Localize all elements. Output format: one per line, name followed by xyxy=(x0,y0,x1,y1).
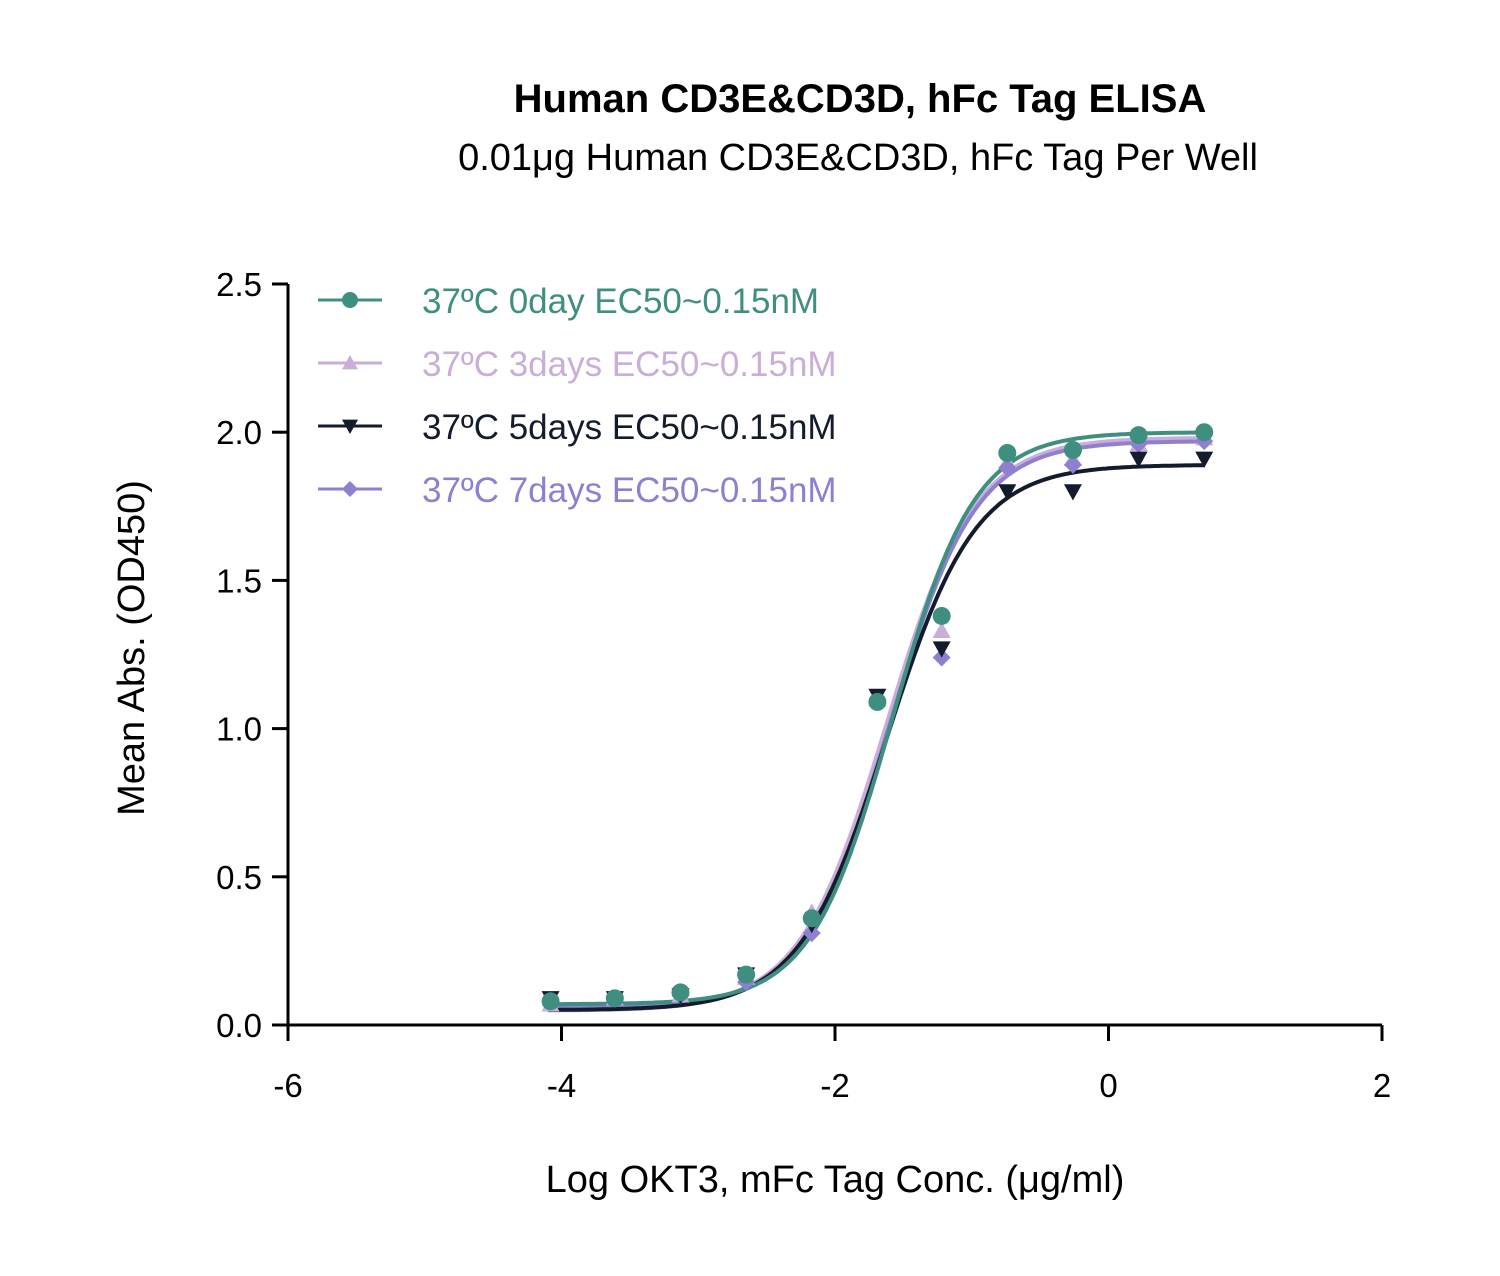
x-tick-label: 0 xyxy=(1099,1067,1117,1104)
y-tick-label: 2.0 xyxy=(216,414,262,451)
circle-marker xyxy=(605,989,624,1008)
legend-label: 37ºC 5days EC50~0.15nM xyxy=(422,408,837,447)
triangle-down-marker xyxy=(1063,484,1082,501)
chart-subtitle: 0.01μg Human CD3E&CD3D, hFc Tag Per Well xyxy=(458,137,1258,179)
circle-marker xyxy=(932,606,951,625)
x-tick-label: -6 xyxy=(273,1067,302,1104)
diamond-marker xyxy=(1063,455,1082,474)
fit-curve-2 xyxy=(547,463,1205,1012)
triangle-down-marker xyxy=(1195,451,1214,468)
y-tick-label: 0.5 xyxy=(216,859,262,896)
circle-marker xyxy=(671,983,690,1002)
circle-marker xyxy=(737,965,756,984)
circle-marker xyxy=(1195,423,1214,442)
y-tick-label: 1.5 xyxy=(216,562,262,599)
circle-marker xyxy=(868,692,887,711)
x-axis-label: Log OKT3, mFc Tag Conc. (μg/ml) xyxy=(546,1159,1125,1201)
circle-marker xyxy=(998,443,1017,462)
x-tick-label: -2 xyxy=(820,1067,849,1104)
x-tick-label: -4 xyxy=(547,1067,576,1104)
legend-label: 37ºC 3days EC50~0.15nM xyxy=(422,345,837,384)
circle-marker xyxy=(342,292,358,308)
triangle-up-marker xyxy=(932,621,951,638)
y-tick-label: 0.0 xyxy=(216,1007,262,1044)
legend-label: 37ºC 0day EC50~0.15nM xyxy=(422,282,819,321)
circle-marker xyxy=(802,909,821,928)
data-points xyxy=(541,423,1214,1012)
circle-marker xyxy=(1129,426,1148,445)
y-tick-label: 1.0 xyxy=(216,711,262,748)
diamond-marker xyxy=(998,458,1017,477)
diamond-marker xyxy=(342,481,358,497)
fit-curve-3 xyxy=(547,439,1205,1009)
fit-curve-0 xyxy=(547,430,1205,1007)
triangle-down-marker xyxy=(932,641,951,658)
legend: 37ºC 0day EC50~0.15nM 37ºC 3days EC50~0.1… xyxy=(318,282,837,510)
x-tick-label: 2 xyxy=(1373,1067,1391,1104)
fit-curve-1 xyxy=(547,436,1205,1013)
triangle-down-marker xyxy=(998,484,1017,501)
y-tick-label: 2.5 xyxy=(216,266,262,303)
circle-marker xyxy=(1063,440,1082,459)
legend-label: 37ºC 7days EC50~0.15nM xyxy=(422,471,837,510)
axes: -6 -4 -2 0 2 0.0 0.5 1.0 1.5 2.0 2.5 xyxy=(216,266,1391,1104)
triangle-down-marker xyxy=(342,419,358,434)
y-axis-label: Mean Abs. (OD450) xyxy=(111,480,153,816)
triangle-down-marker xyxy=(1129,451,1148,468)
triangle-up-marker xyxy=(342,355,358,370)
fit-curves xyxy=(547,430,1205,1013)
circle-marker xyxy=(541,992,560,1011)
chart-title: Human CD3E&CD3D, hFc Tag ELISA xyxy=(514,77,1207,121)
